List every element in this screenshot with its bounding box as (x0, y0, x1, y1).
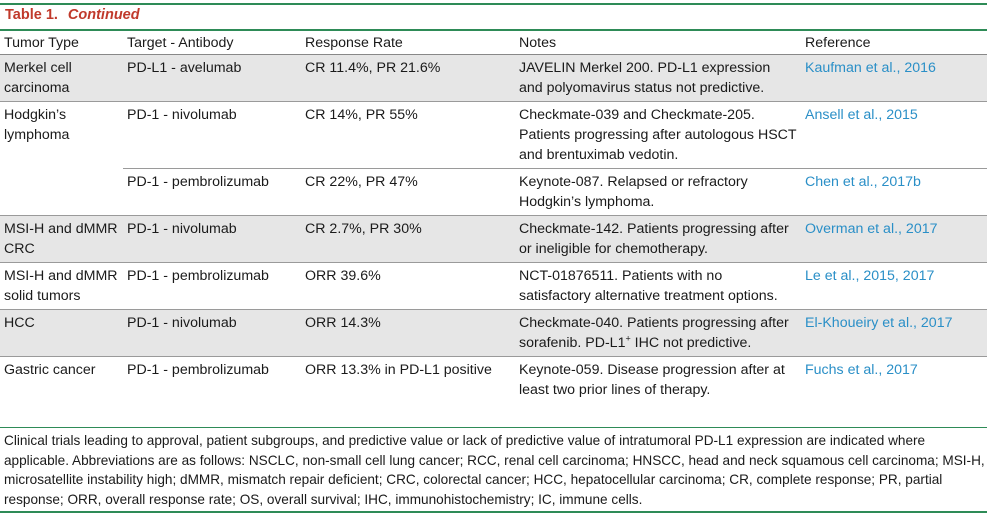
cell-tumor: HCC (0, 309, 123, 357)
notes-text: IHC not predictive. (630, 335, 752, 351)
cell-tumor: Merkel cell carcinoma (0, 54, 123, 102)
table-row: PD-1 - pembrolizumab CR 22%, PR 47% Keyn… (0, 168, 987, 216)
footnote-rule (0, 427, 987, 428)
cell-response: CR 2.7%, PR 30% (301, 215, 515, 263)
cell-target: PD-1 - nivolumab (123, 215, 301, 263)
cell-notes: JAVELIN Merkel 200. PD-L1 expression and… (515, 54, 801, 102)
cell-notes: Checkmate-142. Patients progressing afte… (515, 215, 801, 263)
cell-tumor: MSI-H and dMMR solid tumors (0, 262, 123, 310)
table-row: Merkel cell carcinoma PD-L1 - avelumab C… (0, 54, 987, 102)
col-header-notes: Notes (515, 31, 801, 55)
cell-reference-link[interactable]: El-Khoueiry et al., 2017 (801, 309, 987, 357)
cell-target: PD-1 - pembrolizumab (123, 356, 301, 403)
col-header-reference: Reference (801, 31, 987, 55)
cell-reference-link[interactable]: Kaufman et al., 2016 (801, 54, 987, 102)
cell-response: CR 22%, PR 47% (301, 168, 515, 216)
table-continued: Continued (67, 7, 140, 23)
cell-response: CR 11.4%, PR 21.6% (301, 54, 515, 102)
bottom-rule (0, 511, 987, 513)
table-label: Table 1. (5, 7, 58, 23)
cell-notes: Keynote-087. Relapsed or refractory Hodg… (515, 168, 801, 216)
table-row: HCC PD-1 - nivolumab ORR 14.3% Checkmate… (0, 309, 987, 357)
cell-reference-link[interactable]: Chen et al., 2017b (801, 168, 987, 216)
cell-tumor: MSI-H and dMMR CRC (0, 215, 123, 263)
header-row: Tumor Type Target - Antibody Response Ra… (0, 31, 987, 55)
cell-notes: Checkmate-040. Patients progressing afte… (515, 309, 801, 357)
col-header-tumor: Tumor Type (0, 31, 123, 55)
cell-reference-link[interactable]: Overman et al., 2017 (801, 215, 987, 263)
cell-target: PD-1 - nivolumab (123, 101, 301, 169)
cell-target: PD-1 - pembrolizumab (123, 262, 301, 310)
top-rule (0, 3, 987, 5)
cell-response: ORR 13.3% in PD-L1 positive (301, 356, 515, 403)
header-rule (0, 29, 987, 31)
cell-reference-link[interactable]: Fuchs et al., 2017 (801, 356, 987, 403)
table-row: Gastric cancer PD-1 - pembrolizumab ORR … (0, 356, 987, 403)
cell-response: CR 14%, PR 55% (301, 101, 515, 169)
table-title: Table 1. Continued (5, 7, 140, 23)
cell-target: PD-1 - nivolumab (123, 309, 301, 357)
cell-tumor: Hodgkin’s lymphoma (0, 101, 123, 216)
cell-response: ORR 14.3% (301, 309, 515, 357)
table-row: MSI-H and dMMR CRC PD-1 - nivolumab CR 2… (0, 215, 987, 263)
cell-notes: Checkmate-039 and Checkmate-205. Patient… (515, 101, 801, 169)
cell-notes: NCT-01876511. Patients with no satisfact… (515, 262, 801, 310)
table-row: MSI-H and dMMR solid tumors PD-1 - pembr… (0, 262, 987, 310)
cell-reference-link[interactable]: Ansell et al., 2015 (801, 101, 987, 169)
cell-notes: Keynote-059. Disease progression after a… (515, 356, 801, 403)
col-header-response: Response Rate (301, 31, 515, 55)
cell-target: PD-1 - pembrolizumab (123, 168, 301, 216)
notes-text: Checkmate-040. Patients progressing afte… (519, 315, 789, 351)
table-footnote: Clinical trials leading to approval, pat… (4, 433, 985, 507)
col-header-target: Target - Antibody (123, 31, 301, 55)
cell-tumor: Gastric cancer (0, 356, 123, 403)
cell-response: ORR 39.6% (301, 262, 515, 310)
results-table: Tumor Type Target - Antibody Response Ra… (0, 31, 987, 403)
cell-reference-link[interactable]: Le et al., 2015, 2017 (801, 262, 987, 310)
table-row: Hodgkin’s lymphoma PD-1 - nivolumab CR 1… (0, 101, 987, 216)
cell-target: PD-L1 - avelumab (123, 54, 301, 102)
superscript-plus: + (625, 333, 631, 344)
